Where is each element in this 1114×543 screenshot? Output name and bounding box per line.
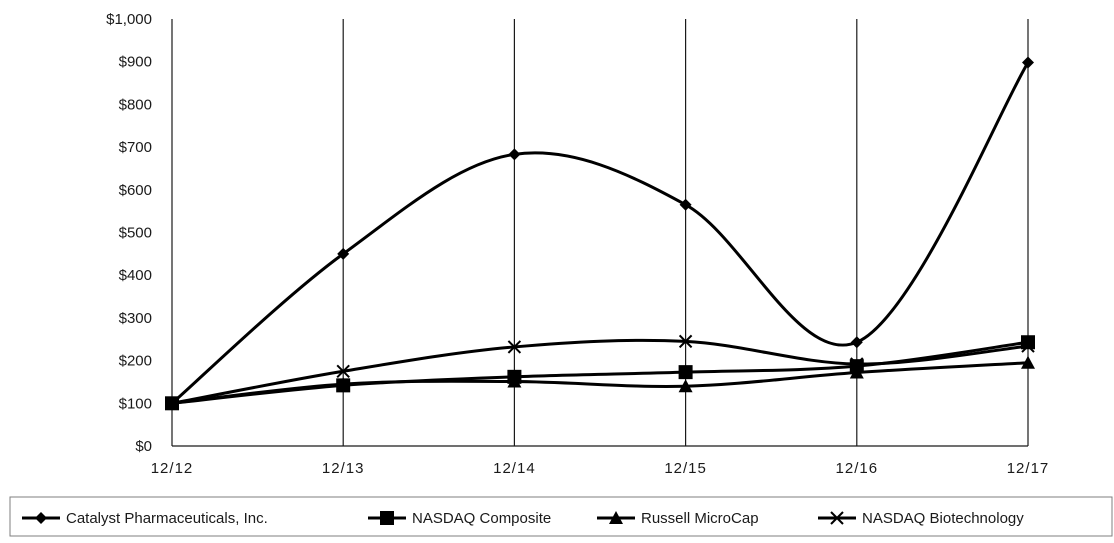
y-tick-label: $800 (119, 96, 152, 113)
series-nasdaq-biotechnology (165, 334, 1035, 411)
triangle-marker (678, 379, 693, 393)
series-line (171, 340, 1029, 405)
x-tick-label: 12/12 (151, 460, 194, 477)
series-catalyst-pharmaceuticals-inc (166, 56, 1034, 410)
legend-swatch-marker-stroke-b (830, 511, 844, 525)
x-marker-stroke-b (850, 357, 864, 371)
x-marker (678, 334, 693, 349)
x-marker (165, 396, 179, 411)
y-axis-tick-labels: $0 $100 $200 $300 $400 $500 $600 $700 $800 $900 $1… (106, 11, 152, 455)
x-tick-label: 12/17 (1007, 460, 1050, 477)
x-tick-label: 12/16 (836, 460, 879, 477)
y-tick-label: $900 (119, 54, 152, 71)
y-tick-label: $1,000 (106, 11, 152, 28)
x-marker (1021, 339, 1035, 353)
x-marker (850, 357, 864, 371)
diamond-marker (508, 148, 521, 161)
legend-label: NASDAQ Biotechnology (862, 510, 1024, 527)
diamond-marker (679, 198, 692, 211)
series-line (171, 338, 1029, 405)
x-marker-stroke-b (678, 334, 693, 349)
series-russell-microcap (165, 355, 1035, 410)
x-marker (336, 364, 350, 378)
legend-swatch-marker (380, 511, 394, 525)
legend-entry-russell-microcap: Russell MicroCap (597, 510, 759, 527)
y-tick-label: $400 (119, 267, 152, 284)
triangle-marker (336, 377, 351, 391)
legend-label: Russell MicroCap (641, 510, 759, 527)
legend-label: NASDAQ Composite (412, 510, 551, 527)
legend-entry-catalyst-pharmaceuticals-inc: Catalyst Pharmaceuticals, Inc. (22, 510, 268, 527)
diamond-marker (850, 336, 863, 349)
y-tick-label: $600 (119, 182, 152, 199)
x-tick-label: 12/15 (664, 460, 707, 477)
x-marker-stroke-b (336, 364, 350, 378)
legend-swatch-marker (609, 511, 623, 524)
y-tick-label: $0 (135, 438, 152, 455)
diamond-marker (337, 247, 350, 260)
series-line (171, 361, 1029, 405)
x-marker-stroke-b (1021, 339, 1035, 353)
legend-box (9, 496, 1113, 537)
series-nasdaq-composite (165, 335, 1035, 411)
x-tick-label: 12/14 (493, 460, 536, 477)
legend-label: Catalyst Pharmaceuticals, Inc. (66, 510, 268, 527)
y-tick-label: $500 (119, 225, 152, 242)
legend-entry-nasdaq-composite: NASDAQ Composite (368, 510, 551, 527)
legend-swatch-marker (830, 511, 844, 525)
diamond-marker (1022, 56, 1034, 69)
legend: Catalyst Pharmaceuticals, Inc. NASDAQ Com… (9, 496, 1113, 537)
y-tick-label: $700 (119, 139, 152, 156)
legend-entry-nasdaq-biotechnology: NASDAQ Biotechnology (818, 510, 1024, 527)
y-tick-label: $100 (119, 395, 152, 412)
x-marker-stroke-b (507, 340, 522, 354)
x-tick-label: 12/13 (322, 460, 365, 477)
y-tick-label: $300 (119, 310, 152, 327)
y-tick-label: $200 (119, 353, 152, 370)
series-line (171, 61, 1030, 405)
axes (171, 19, 1028, 447)
triangle-marker (1021, 355, 1035, 369)
legend-swatch-marker (35, 512, 47, 524)
square-marker (678, 365, 693, 380)
x-axis-tick-labels: 12/12 12/13 12/14 12/15 12/16 12/17 (151, 460, 1050, 477)
triangle-marker (507, 374, 522, 388)
triangle-marker (849, 365, 864, 379)
x-marker (507, 340, 522, 354)
x-marker-stroke-b (165, 396, 179, 411)
series-lines (165, 56, 1035, 411)
